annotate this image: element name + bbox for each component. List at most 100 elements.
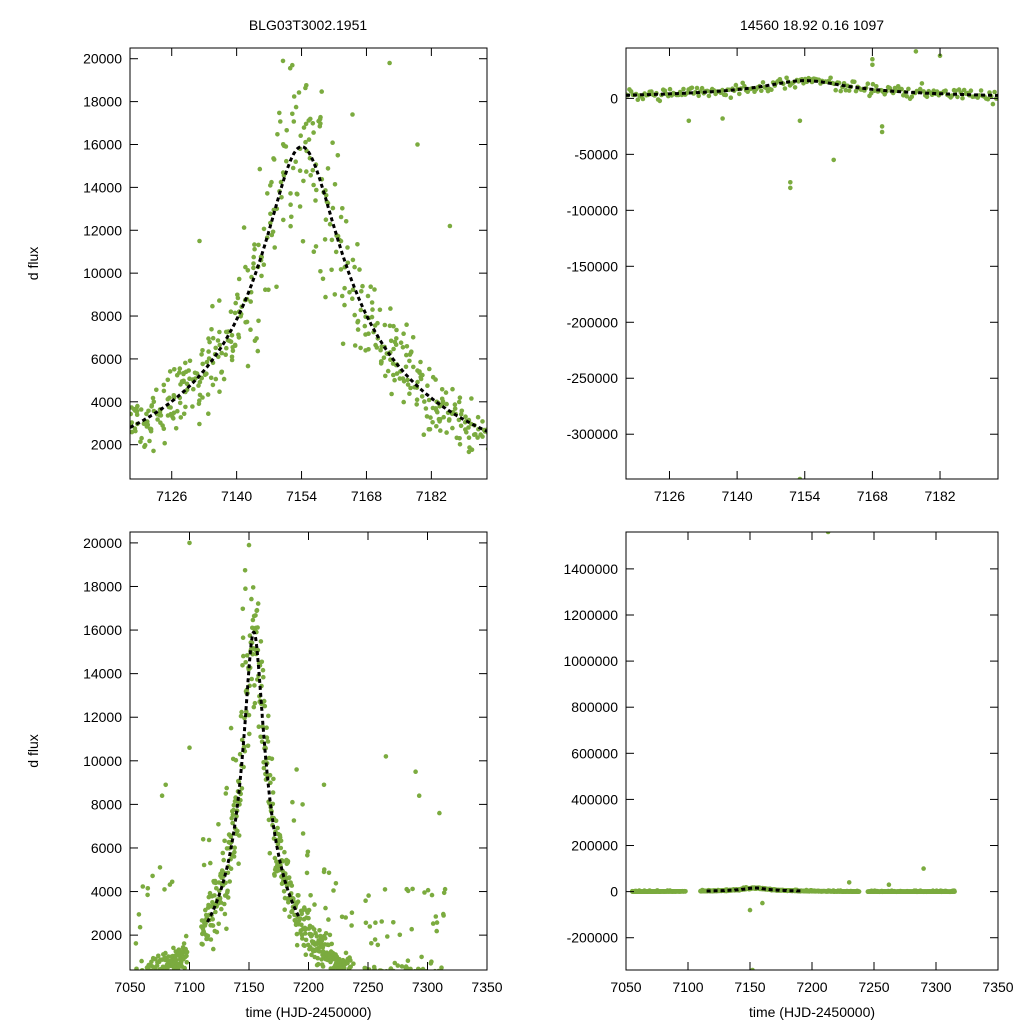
data-point: [311, 927, 317, 932]
data-point: [206, 837, 212, 843]
y-tick-label: 4000: [91, 394, 122, 410]
data-point: [828, 75, 833, 81]
data-point: [325, 166, 331, 171]
data-point: [261, 262, 267, 268]
x-tick-label: 7168: [351, 488, 382, 504]
data-point: [681, 86, 686, 92]
data-point: [206, 349, 211, 354]
data-point: [225, 888, 230, 894]
data-point: [385, 934, 390, 939]
data-point: [241, 744, 247, 749]
data-point: [870, 81, 876, 87]
data-point: [161, 382, 167, 388]
data-point: [421, 970, 426, 975]
data-point: [240, 663, 245, 668]
data-point: [229, 354, 235, 360]
data-point: [394, 327, 399, 333]
data-point: [784, 75, 789, 81]
data-point: [242, 568, 248, 573]
data-point: [288, 223, 293, 229]
data-point: [254, 607, 260, 613]
data-point: [342, 302, 347, 308]
data-point: [466, 425, 471, 430]
data-point: [960, 95, 965, 101]
data-point: [295, 192, 300, 197]
data-point: [248, 289, 254, 295]
data-point: [943, 88, 948, 93]
data-point: [270, 229, 276, 235]
data-point: [699, 85, 705, 91]
data-point: [369, 941, 374, 946]
data-point: [391, 968, 396, 970]
data-point: [423, 406, 429, 411]
data-point: [404, 352, 409, 358]
data-point: [177, 366, 183, 371]
data-point: [921, 866, 926, 871]
data-point: [291, 119, 297, 124]
data-point: [217, 389, 222, 395]
data-point: [236, 861, 241, 866]
y-tick-label: 10000: [83, 753, 122, 769]
data-point: [378, 968, 384, 970]
data-point: [330, 205, 336, 211]
data-point: [372, 966, 377, 970]
data-point: [330, 971, 335, 976]
data-point: [275, 825, 280, 831]
data-point: [210, 923, 216, 928]
data-point: [283, 144, 289, 149]
x-tick-label: 7350: [982, 979, 1013, 995]
data-point: [304, 870, 310, 876]
data-point: [329, 237, 335, 243]
data-point: [194, 371, 200, 376]
y-tick-label: 400000: [571, 791, 618, 807]
data-point: [169, 879, 175, 885]
data-point: [213, 345, 218, 351]
data-point: [245, 743, 251, 749]
data-point: [318, 269, 323, 274]
data-point: [335, 233, 341, 239]
data-point: [365, 293, 371, 299]
data-point: [333, 249, 339, 255]
data-point: [154, 387, 159, 393]
data-point: [401, 379, 407, 384]
data-point: [466, 435, 472, 441]
data-point: [160, 970, 165, 975]
data-point: [427, 366, 432, 372]
data-point: [200, 837, 206, 842]
x-tick-label: 7154: [789, 488, 820, 504]
data-point: [831, 157, 836, 163]
data-point: [262, 703, 268, 709]
data-point: [362, 323, 368, 329]
data-point: [838, 88, 843, 94]
data-point: [290, 165, 296, 171]
data-point: [179, 379, 185, 384]
data-point: [405, 888, 411, 894]
data-point: [173, 426, 179, 431]
data-point: [329, 941, 335, 947]
data-point: [309, 933, 315, 938]
y-tick-label: 2000: [91, 437, 122, 453]
data-point: [469, 396, 474, 401]
data-point: [452, 406, 458, 411]
data-point: [471, 432, 477, 438]
data-point: [874, 84, 879, 89]
data-point: [437, 810, 442, 816]
data-point: [444, 430, 449, 435]
data-point: [151, 399, 157, 405]
data-point: [458, 423, 464, 429]
data-point: [294, 942, 300, 948]
y-tick-label: 1000000: [563, 653, 618, 669]
data-point: [253, 613, 258, 618]
data-point: [231, 854, 237, 859]
data-point: [469, 447, 475, 453]
data-point: [300, 936, 305, 941]
data-point: [274, 284, 279, 290]
data-point: [243, 586, 248, 591]
data-point: [441, 913, 446, 918]
data-point: [264, 735, 270, 740]
data-point: [417, 369, 422, 374]
x-tick-label: 7126: [156, 488, 187, 504]
y-tick-label: 14000: [83, 666, 122, 682]
data-point: [222, 901, 227, 907]
data-point: [383, 373, 388, 379]
